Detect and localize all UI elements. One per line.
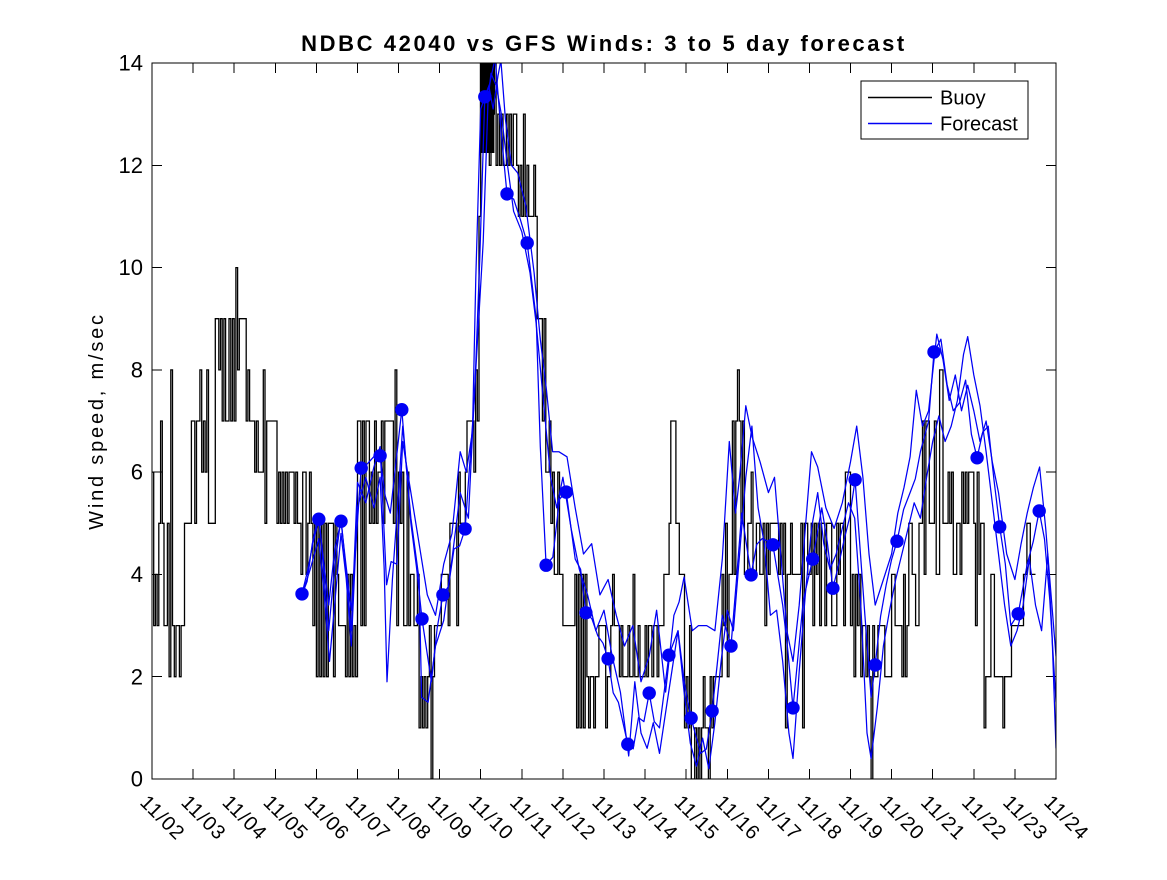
- svg-text:4: 4: [131, 562, 143, 587]
- svg-text:NDBC 42040 vs GFS Winds: 3 to: NDBC 42040 vs GFS Winds: 3 to 5 day fore…: [301, 31, 907, 56]
- svg-text:Wind speed, m/sec: Wind speed, m/sec: [86, 312, 108, 530]
- svg-text:10: 10: [119, 255, 143, 280]
- svg-text:8: 8: [131, 358, 143, 383]
- svg-text:6: 6: [131, 460, 143, 485]
- svg-text:0: 0: [131, 767, 143, 792]
- svg-text:Forecast: Forecast: [940, 114, 1018, 136]
- svg-text:12: 12: [119, 153, 143, 178]
- svg-text:14: 14: [119, 51, 143, 76]
- svg-text:Buoy: Buoy: [940, 88, 986, 110]
- svg-text:2: 2: [131, 664, 143, 689]
